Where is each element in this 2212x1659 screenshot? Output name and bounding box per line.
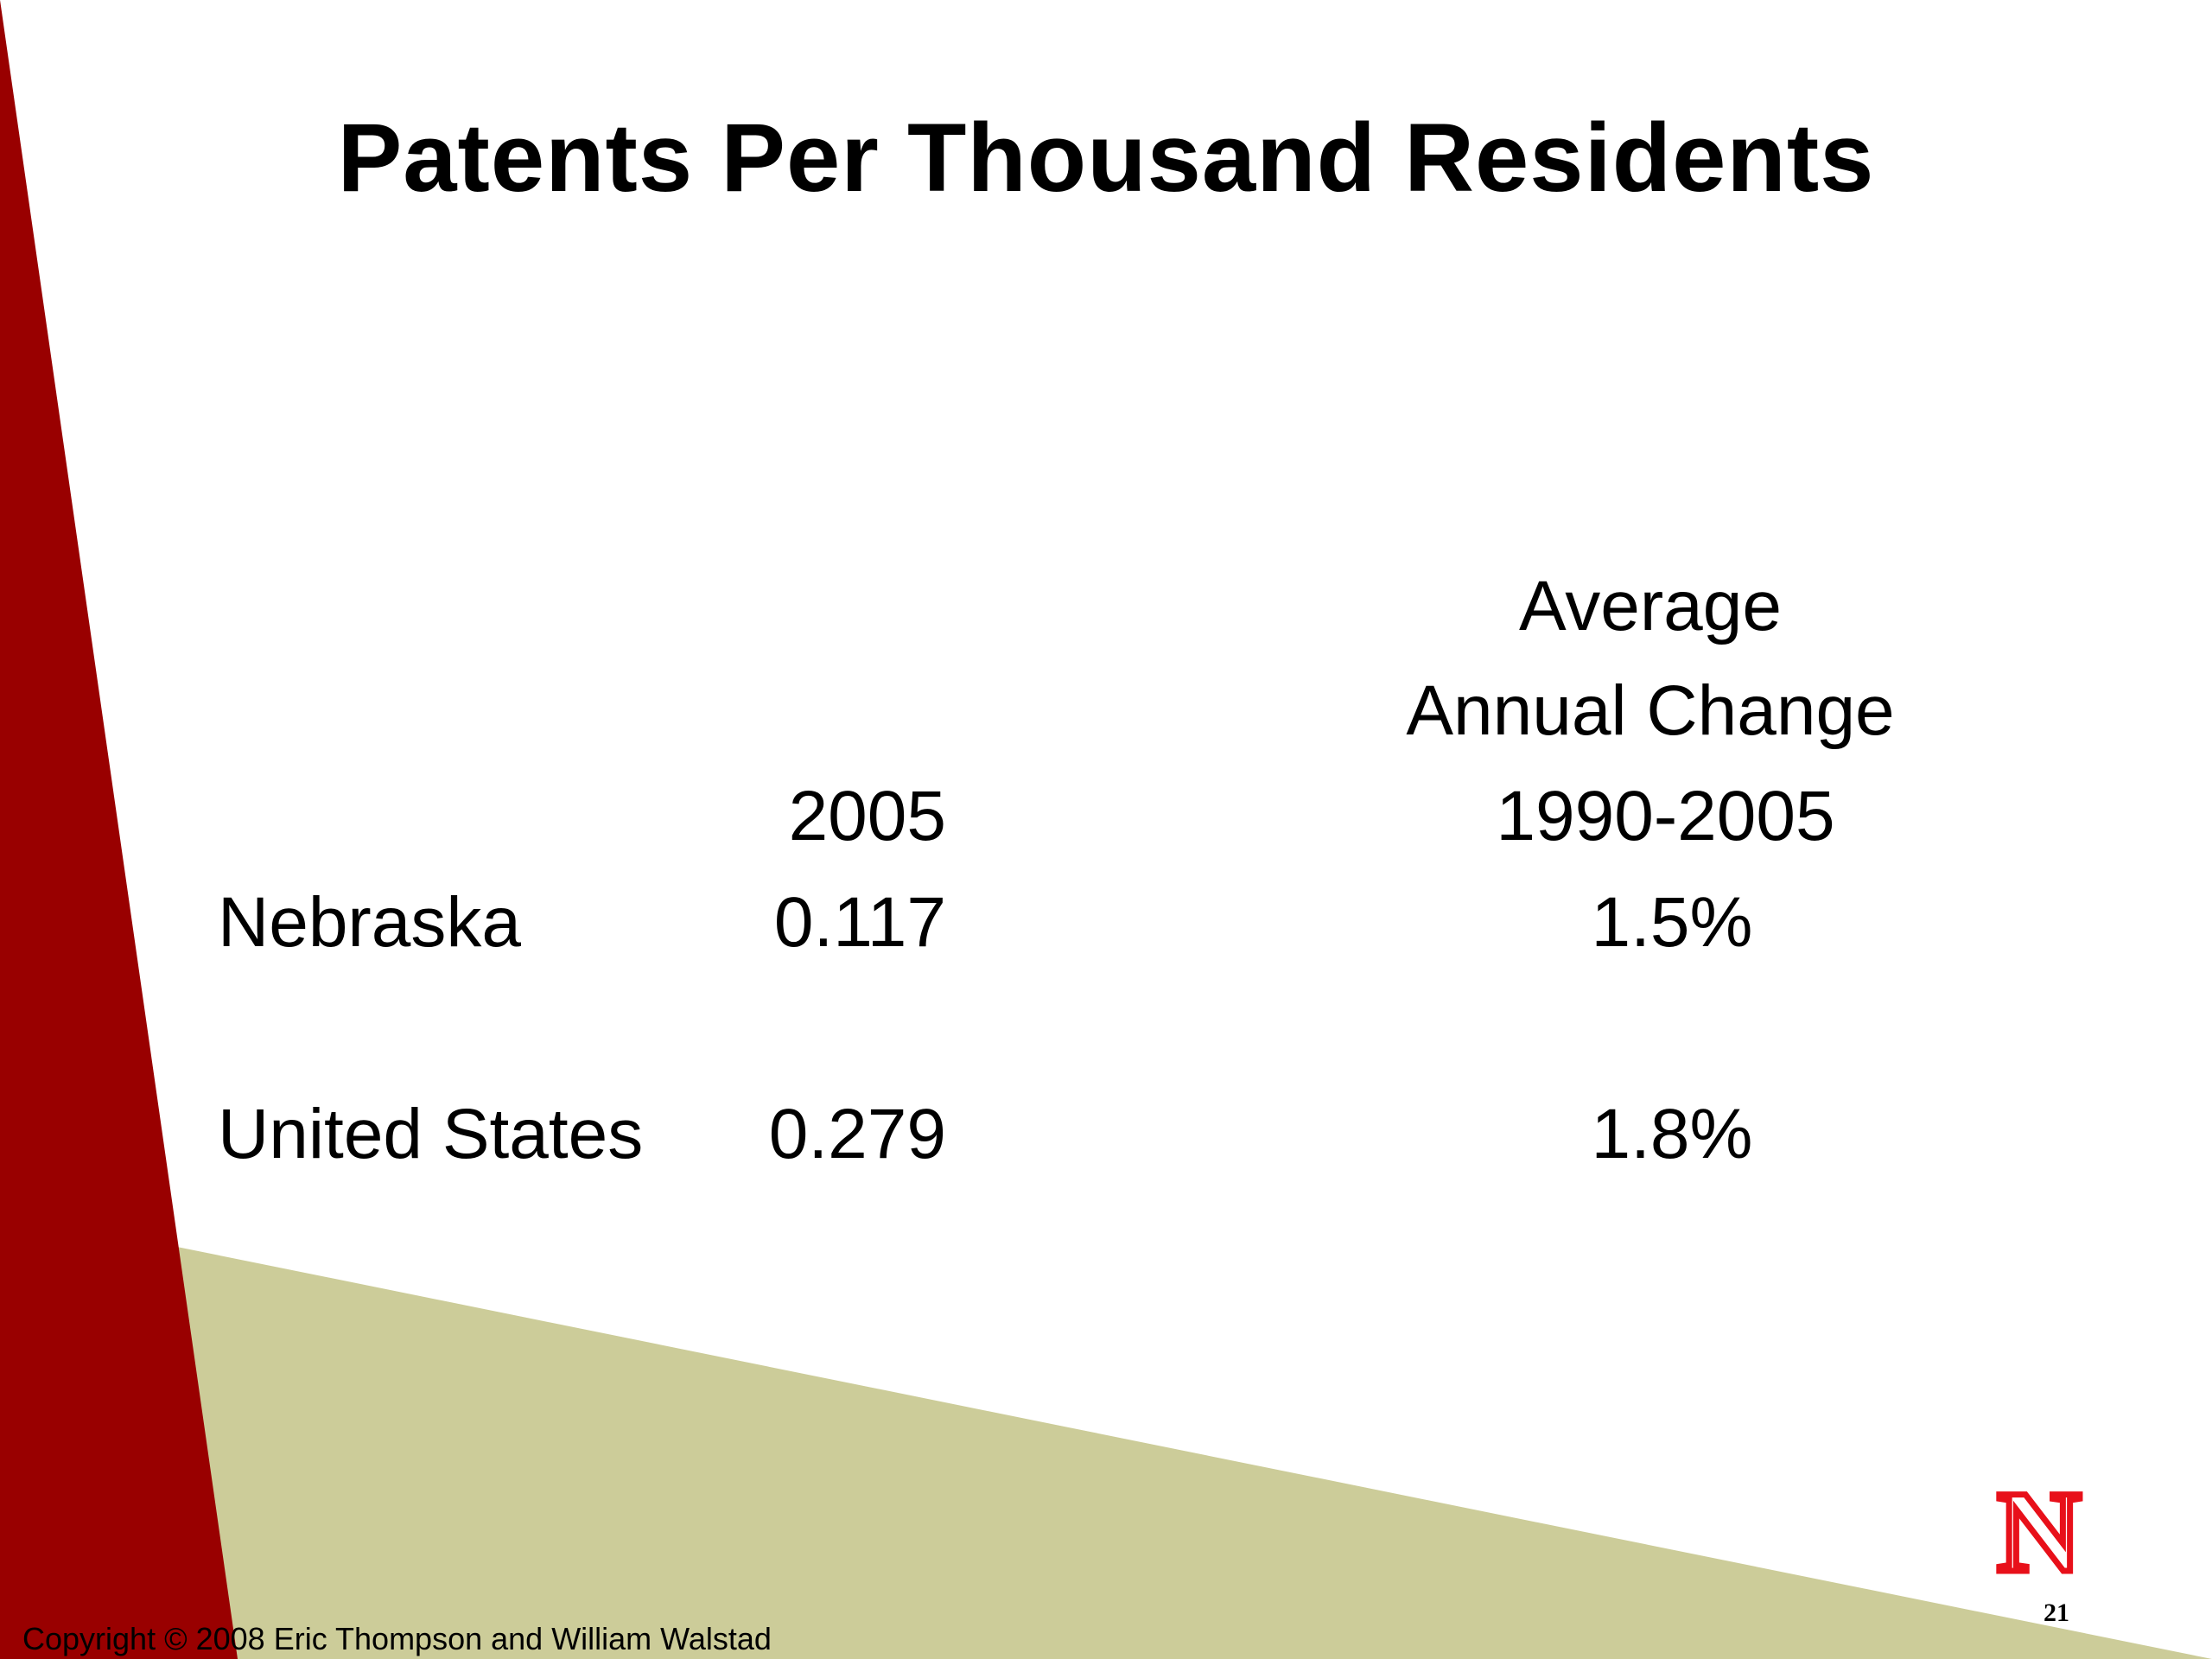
row-label-united-states: United States bbox=[218, 1095, 644, 1173]
row-value-united-states: 0.279 bbox=[768, 1095, 946, 1173]
row-label-nebraska: Nebraska bbox=[218, 883, 521, 962]
header-annual-change: Annual Change bbox=[1406, 671, 1895, 750]
row-value-nebraska: 0.117 bbox=[773, 883, 946, 962]
header-period: 1990-2005 bbox=[1496, 777, 1835, 855]
row-change-nebraska: 1.5% bbox=[1591, 883, 1753, 962]
nebraska-n-logo-icon: N bbox=[1994, 1484, 2085, 1580]
red-band bbox=[0, 0, 238, 1659]
copyright-text: Copyright © 2008 Eric Thompson and Willi… bbox=[22, 1621, 772, 1656]
header-average: Average bbox=[1519, 567, 1782, 645]
row-change-united-states: 1.8% bbox=[1591, 1095, 1753, 1173]
header-2005: 2005 bbox=[788, 777, 946, 855]
page-number: 21 bbox=[2044, 1599, 2069, 1627]
slide-title: Patents Per Thousand Residents bbox=[337, 104, 1875, 212]
olive-band bbox=[156, 1244, 2212, 1659]
logo-letter: N bbox=[1997, 1484, 2082, 1580]
